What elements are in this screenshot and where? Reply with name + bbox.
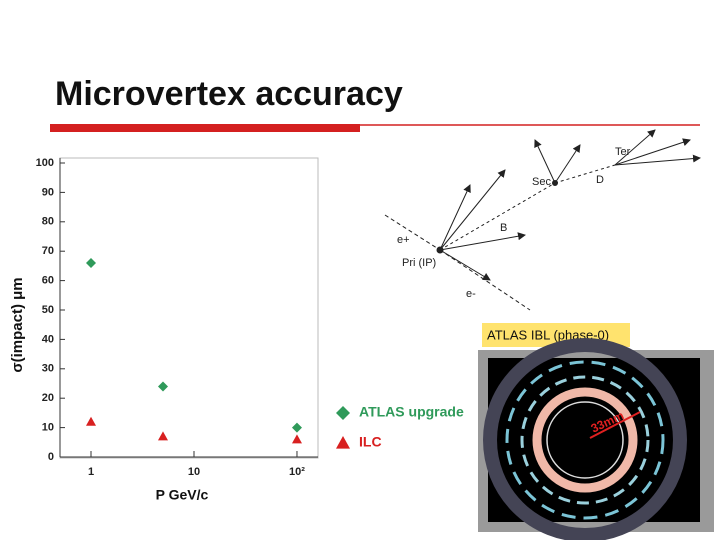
x-axis-title: P GeV/c	[156, 487, 209, 503]
y-tick-label: 60	[42, 275, 54, 287]
diagram-label: e+	[397, 234, 410, 246]
y-tick-label: 40	[42, 333, 54, 345]
x-tick-label: 1	[88, 466, 94, 478]
diagram-label: B	[500, 222, 507, 234]
detector-rings	[483, 338, 687, 540]
legend-marker	[336, 436, 350, 449]
legend-label: ILC	[359, 434, 382, 450]
y-tick-label: 50	[42, 304, 54, 316]
y-tick-label: 100	[36, 157, 54, 169]
data-point	[291, 422, 302, 433]
diagram-label: Ter	[615, 146, 631, 158]
y-tick-label: 90	[42, 186, 54, 198]
diagram-label: D	[596, 174, 604, 186]
legend-label: ATLAS upgrade	[359, 404, 464, 420]
data-point	[157, 431, 168, 441]
data-point	[157, 381, 168, 392]
diagram-label: e-	[466, 288, 476, 300]
x-tick-label: 10	[188, 466, 200, 478]
y-axis-title: σ(impact) μm	[9, 277, 26, 372]
slide-title: Microvertex accuracy	[55, 75, 403, 113]
data-point	[86, 416, 97, 426]
title-bar	[50, 124, 360, 132]
scale-arrow	[589, 411, 641, 439]
data-point	[291, 434, 302, 444]
diagram-label: Pri (IP)	[402, 257, 436, 269]
plot-frame	[59, 157, 319, 459]
y-tick-label: 20	[42, 392, 54, 404]
y-tick-label: 30	[42, 363, 54, 375]
data-point	[86, 257, 97, 268]
x-tick-label: 10²	[289, 466, 305, 478]
y-tick-label: 70	[42, 245, 54, 257]
vertex-diagram	[384, 129, 701, 311]
y-tick-label: 80	[42, 216, 54, 228]
legend-marker	[336, 406, 350, 420]
y-tick-label: 0	[48, 451, 54, 463]
diagram-label: Sec	[532, 176, 551, 188]
y-tick-label: 10	[42, 422, 54, 434]
